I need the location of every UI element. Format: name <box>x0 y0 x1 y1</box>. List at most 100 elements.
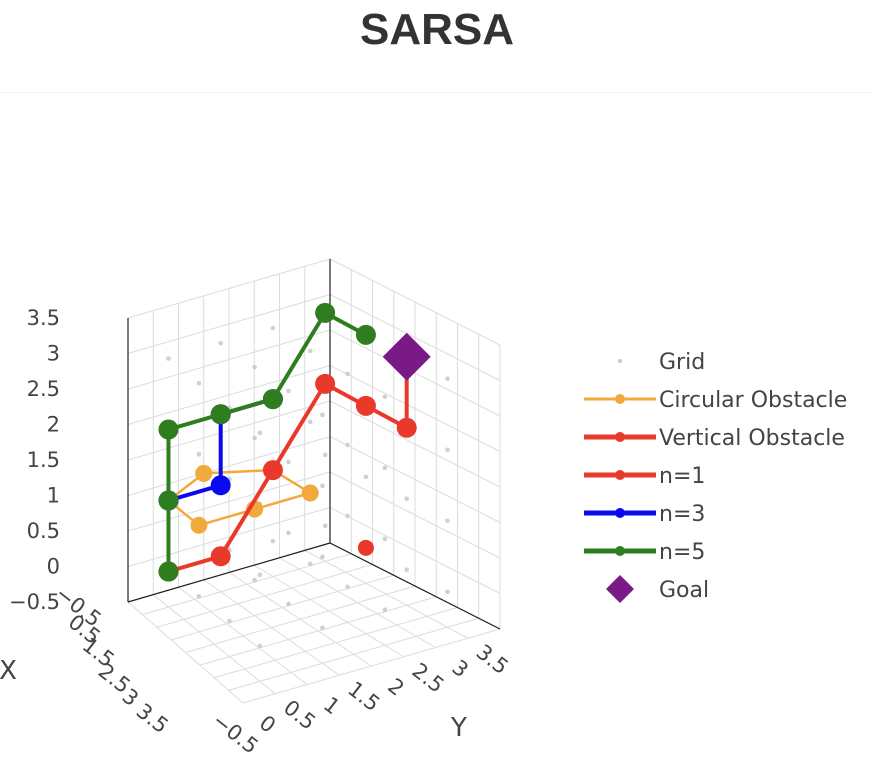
legend-label: Circular Obstacle <box>659 388 847 413</box>
y-tick-label: 1 <box>319 692 344 719</box>
grid-point <box>322 523 328 529</box>
legend-label: n=5 <box>659 540 705 565</box>
data-point-n-5[interactable] <box>158 490 179 511</box>
grid-point <box>320 483 325 489</box>
side-wall-gridline <box>329 365 501 452</box>
floor-gridline <box>304 549 469 639</box>
grid-point <box>196 380 202 386</box>
legend-label: Grid <box>659 350 705 375</box>
data-point-n-1[interactable] <box>355 395 376 416</box>
y-tick-label: 2 <box>383 674 408 701</box>
data-point-n-5[interactable] <box>315 302 336 323</box>
legend-item-n-5[interactable]: n=5 <box>584 540 705 565</box>
series-goal[interactable] <box>382 332 431 381</box>
data-point-n-5[interactable] <box>262 389 283 410</box>
back-wall-gridline <box>127 258 331 319</box>
data-point-n-5[interactable] <box>158 419 179 440</box>
grid-point <box>286 388 291 394</box>
grid-point <box>382 394 388 400</box>
data-point-circular-obstacle[interactable] <box>301 484 319 502</box>
grid-point <box>307 419 313 425</box>
grid-point <box>252 364 257 370</box>
axes-grid <box>127 258 501 704</box>
grid-point <box>404 567 410 573</box>
series-line-circular-obstacle <box>166 468 314 527</box>
data-point-n-1[interactable] <box>396 417 417 438</box>
legend-label: n=1 <box>659 464 705 489</box>
z-tick-label: 0 <box>47 555 60 579</box>
grid-point <box>445 376 450 382</box>
grid-point <box>286 601 291 607</box>
legend-item-n-1[interactable]: n=1 <box>584 464 705 489</box>
back-wall-gridline <box>127 400 331 461</box>
grid-point <box>445 589 450 595</box>
data-point-n-3[interactable] <box>210 475 231 496</box>
z-tick-label: 2.5 <box>27 377 60 401</box>
scene-3d[interactable]: −0.500.511.522.533.5−0.500.511.522.533.5… <box>0 258 513 759</box>
legend-marker <box>615 394 625 404</box>
data-point-n-5[interactable] <box>158 561 179 582</box>
y-tick-label: 2.5 <box>408 658 449 697</box>
floor-gridline <box>279 557 436 648</box>
legend-item-circular-obstacle[interactable]: Circular Obstacle <box>584 388 847 413</box>
data-point-goal[interactable] <box>382 332 431 381</box>
grid-point <box>363 474 369 480</box>
grid-point <box>382 607 388 613</box>
legend-item-n-3[interactable]: n=3 <box>584 502 705 527</box>
x-axis-title: X <box>0 656 17 686</box>
floor-gridline <box>199 596 437 666</box>
side-wall-gridline <box>329 258 501 346</box>
side-wall-gridline <box>329 400 501 488</box>
grid-point <box>252 435 257 441</box>
z-tick-label: 3.5 <box>27 306 60 330</box>
floor-gridline <box>253 564 404 658</box>
legend-marker <box>615 470 625 480</box>
y-axis-title: Y <box>450 713 467 743</box>
legend[interactable]: Grid Circular Obstacle Vertical Obstacle n=… <box>584 350 847 603</box>
legend-item-goal[interactable]: Goal <box>606 575 709 603</box>
data-point-n-1[interactable] <box>262 460 283 481</box>
grid-point <box>320 554 325 560</box>
legend-marker <box>606 575 634 603</box>
back-wall-gridline <box>127 365 331 425</box>
back-wall-gridline <box>127 329 331 390</box>
floor-gridline <box>228 572 372 667</box>
z-tick-label: 1.5 <box>27 448 60 472</box>
z-tick-label: 2 <box>47 413 60 437</box>
legend-marker <box>618 359 622 363</box>
legend-label: Vertical Obstacle <box>659 426 845 451</box>
grid-point <box>345 584 350 590</box>
data-point-circular-obstacle[interactable] <box>190 516 208 534</box>
legend-marker <box>615 546 625 556</box>
data-point-circular-obstacle[interactable] <box>195 464 213 482</box>
floor-gridline <box>228 617 479 691</box>
series-n-5[interactable] <box>158 302 376 582</box>
legend-label: Goal <box>659 578 709 603</box>
data-point-n-5[interactable] <box>210 404 231 425</box>
chart-title: SARSA <box>0 0 874 93</box>
grid-point <box>227 618 232 624</box>
data-point-vertical-obstacle[interactable] <box>357 539 374 556</box>
legend-item-vertical-obstacle[interactable]: Vertical Obstacle <box>584 426 845 451</box>
grid-point <box>218 340 224 346</box>
legend-marker <box>615 432 625 442</box>
grid-point <box>445 447 450 453</box>
series-vertical-obstacle[interactable] <box>357 539 374 556</box>
y-tick-label: 3 <box>448 655 473 682</box>
grid-point <box>307 348 313 354</box>
legend-item-grid[interactable]: Grid <box>618 350 705 375</box>
y-tick-label: 3.5 <box>472 640 513 679</box>
y-tick-label: 0.5 <box>279 695 320 734</box>
grid-point <box>307 561 313 567</box>
axis-line <box>127 542 331 603</box>
back-wall-gridline <box>127 294 331 354</box>
data-point-n-1[interactable] <box>210 546 231 567</box>
data-point-n-1[interactable] <box>315 373 336 394</box>
x-tick-label: 3.5 <box>132 699 173 738</box>
data-point-n-5[interactable] <box>355 324 376 345</box>
axis-line <box>329 542 501 630</box>
z-tick-label: 3 <box>47 342 60 366</box>
grid-point <box>320 625 325 631</box>
grid-point <box>196 593 202 599</box>
